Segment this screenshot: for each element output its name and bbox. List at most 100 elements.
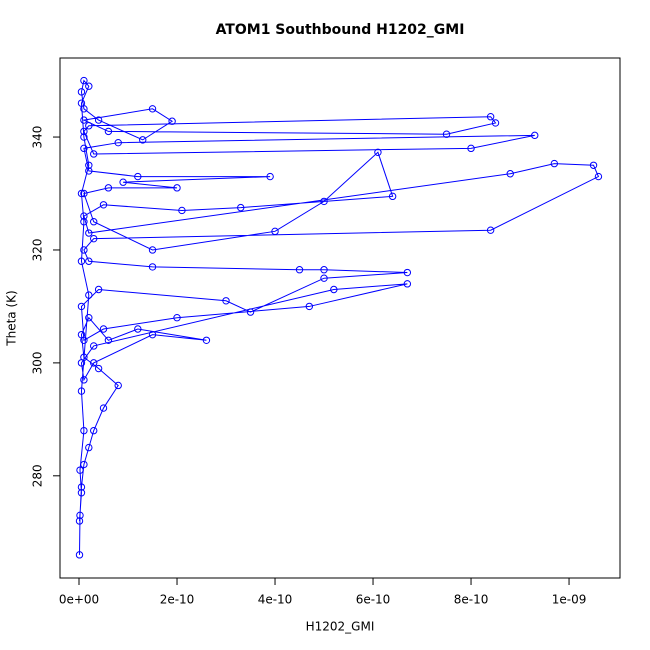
data-point xyxy=(77,99,86,107)
data-point xyxy=(594,172,603,181)
data-point xyxy=(222,297,230,305)
data-point xyxy=(99,404,108,412)
data-point xyxy=(295,266,304,274)
data-point xyxy=(550,159,559,168)
x-tick-label: 1e-09 xyxy=(552,593,587,607)
data-point xyxy=(90,150,98,158)
data-point xyxy=(90,359,98,367)
data-point xyxy=(173,184,181,192)
data-point xyxy=(148,263,157,271)
data-point xyxy=(148,105,157,113)
data-point xyxy=(320,274,328,282)
data-point xyxy=(77,257,86,265)
data-point xyxy=(80,246,88,254)
data-point xyxy=(178,206,186,215)
data-point xyxy=(76,511,84,520)
data-point xyxy=(173,314,181,322)
data-point xyxy=(104,336,113,345)
data-point xyxy=(104,184,113,192)
data-point xyxy=(85,167,93,175)
data-point xyxy=(77,302,86,311)
data-point xyxy=(506,170,514,178)
plot-frame xyxy=(59,57,621,579)
data-point xyxy=(589,161,598,169)
data-point xyxy=(85,257,93,265)
data-point xyxy=(75,517,84,525)
chart-title: ATOM1 Southbound H1202_GMI xyxy=(216,22,465,38)
data-point xyxy=(320,266,328,274)
data-point xyxy=(119,178,127,186)
data-point xyxy=(266,172,274,181)
data-point xyxy=(94,116,103,124)
data-point xyxy=(491,119,500,127)
data-point xyxy=(90,218,98,226)
data-point xyxy=(94,285,103,294)
data-point xyxy=(85,291,93,299)
data-point xyxy=(271,227,279,236)
data-point xyxy=(486,226,495,234)
data-point xyxy=(320,197,328,206)
data-point xyxy=(77,387,86,395)
data-point xyxy=(330,285,338,294)
data-point xyxy=(403,280,412,288)
data-point xyxy=(80,76,88,85)
y-tick-label: 340 xyxy=(31,126,45,149)
data-point xyxy=(305,302,314,311)
data-point xyxy=(75,551,84,559)
data-point xyxy=(77,489,86,497)
data-point xyxy=(77,88,86,96)
data-point xyxy=(85,229,93,237)
data-point xyxy=(467,144,475,153)
data-point xyxy=(77,359,86,367)
data-point xyxy=(85,122,93,130)
data-point xyxy=(139,136,147,144)
x-axis-label: H1202_GMI xyxy=(306,620,375,634)
data-point xyxy=(134,325,142,333)
data-point xyxy=(77,483,86,491)
data-point xyxy=(168,117,176,125)
data-point xyxy=(85,314,93,322)
x-tick-label: 8e-10 xyxy=(454,593,489,607)
data-point xyxy=(486,113,495,121)
data-point xyxy=(403,268,412,277)
x-tick-label: 0e+00 xyxy=(59,593,99,607)
data-point xyxy=(85,443,93,452)
data-point xyxy=(80,189,88,198)
data-point xyxy=(114,381,122,390)
y-tick-label: 300 xyxy=(31,351,45,374)
data-point xyxy=(114,138,122,147)
data-point xyxy=(85,82,93,90)
data-point xyxy=(442,130,451,138)
x-tick-label: 2e-10 xyxy=(160,593,195,607)
x-tick-label: 6e-10 xyxy=(356,593,391,607)
data-point xyxy=(80,212,88,220)
data-point xyxy=(374,148,382,156)
data-point xyxy=(148,330,157,339)
data-point xyxy=(531,131,539,140)
data-point xyxy=(80,218,88,226)
data-point xyxy=(99,201,108,209)
data-point xyxy=(90,342,98,350)
data-line xyxy=(79,79,600,555)
data-point xyxy=(104,127,113,136)
data-point xyxy=(246,308,255,316)
data-point xyxy=(80,133,88,141)
data-point xyxy=(148,246,157,254)
y-tick-label: 280 xyxy=(31,464,45,487)
data-point xyxy=(80,460,88,469)
data-point xyxy=(237,203,245,212)
data-point xyxy=(80,116,88,124)
data-point xyxy=(80,376,88,384)
data-point xyxy=(80,144,88,153)
data-point xyxy=(80,336,88,345)
data-point xyxy=(80,127,88,136)
y-axis-label: Theta (K) xyxy=(5,290,19,346)
data-point xyxy=(80,426,88,435)
data-point xyxy=(99,325,108,333)
data-point xyxy=(90,426,98,435)
data-point xyxy=(202,336,211,345)
data-point xyxy=(134,172,142,181)
data-point xyxy=(85,161,93,169)
